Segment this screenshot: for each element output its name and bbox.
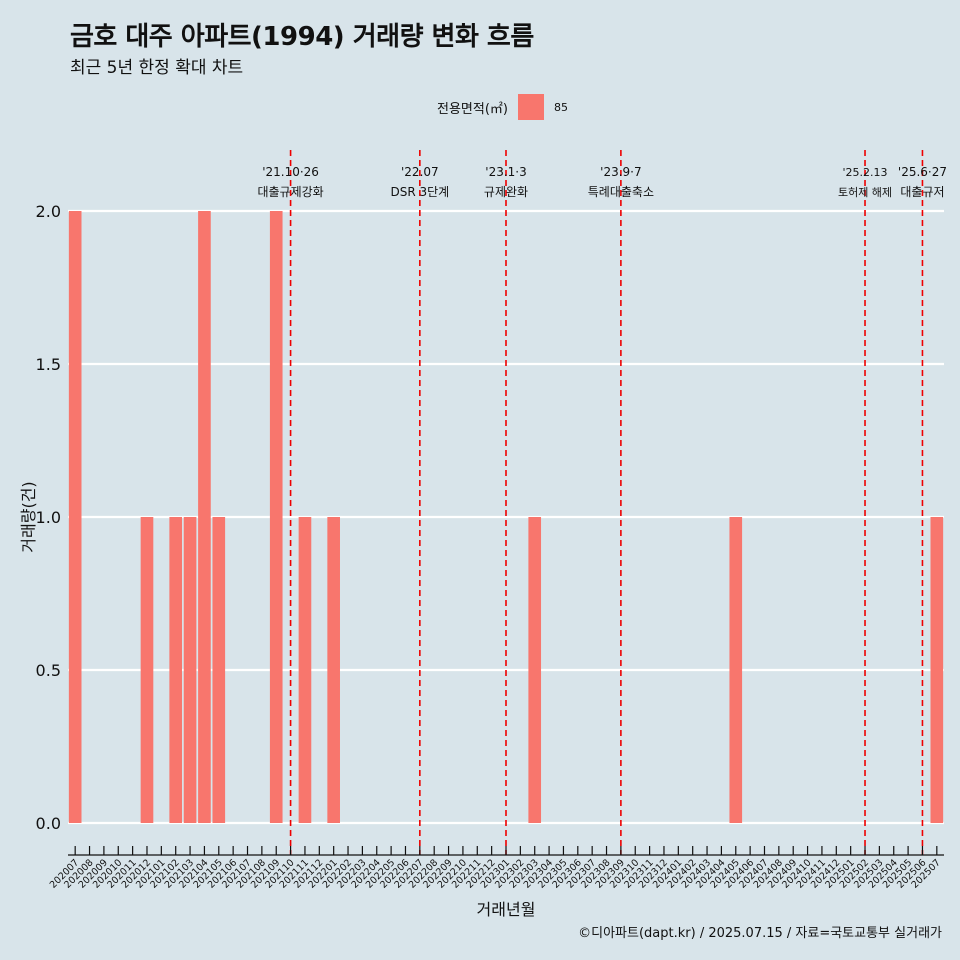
bar	[528, 517, 542, 823]
event-date-label: '21.10·26	[262, 165, 319, 179]
bar	[327, 517, 340, 823]
source-caption: ©디아파트(dapt.kr) / 2025.07.15 / 자료=국토교통부 실…	[578, 926, 942, 941]
event-name-label: 토허제 해제	[838, 185, 892, 199]
x-axis-title: 거래년월	[477, 900, 536, 919]
legend: 전용면적(㎡) 85	[437, 94, 568, 120]
event-date-label: '23.9·7	[600, 165, 641, 179]
bar	[729, 517, 743, 823]
bar	[68, 211, 82, 823]
y-tick-label: 2.0	[36, 202, 61, 221]
bar	[212, 517, 226, 823]
y-tick-label: 0.5	[36, 661, 61, 680]
y-tick-label: 1.5	[36, 355, 61, 374]
chart-subtitle: 최근 5년 한정 확대 차트	[70, 58, 244, 78]
legend-label: 85	[553, 100, 568, 114]
event-name-label: 특례대출축소	[588, 185, 654, 199]
chart-title: 금호 대주 아파트(1994) 거래량 변화 흐름	[70, 22, 534, 52]
event-name-label: 대출규제강화	[257, 185, 323, 199]
event-date-label: '25.2.13	[843, 166, 888, 179]
event-name-label: 규제완화	[484, 185, 528, 199]
bar	[183, 517, 197, 823]
y-axis-title: 거래량(건)	[19, 481, 38, 552]
bar	[140, 517, 154, 823]
bar	[198, 211, 211, 823]
y-tick-label: 1.0	[36, 508, 61, 527]
y-tick-label: 0.0	[36, 814, 61, 833]
bar	[169, 517, 183, 823]
event-name-label: 대출규저	[900, 185, 944, 199]
bar	[930, 517, 944, 823]
legend-swatch	[517, 94, 544, 120]
legend-title: 전용면적(㎡)	[437, 101, 508, 117]
event-date-label: '25.6·27	[898, 165, 947, 179]
bar	[269, 211, 283, 823]
event-date-label: '23.1·3	[485, 165, 526, 179]
event-date-label: '22.07	[401, 165, 439, 179]
event-name-label: DSR 3단계	[390, 185, 449, 199]
bar	[298, 517, 312, 823]
